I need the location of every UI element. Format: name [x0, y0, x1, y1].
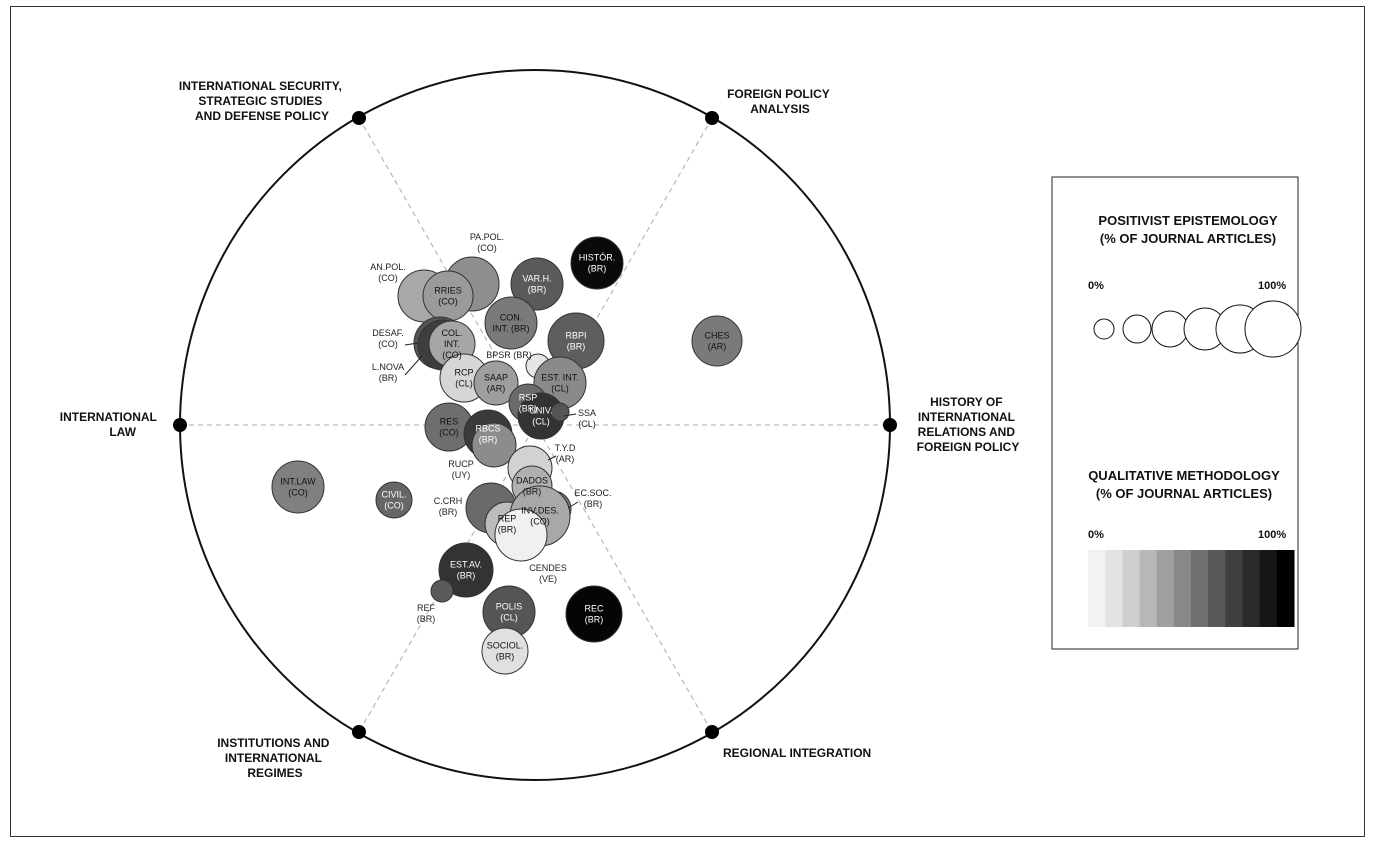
legend-color-max: 100% — [1258, 529, 1286, 541]
journal-label-bpsr: BPSR (BR) — [486, 350, 532, 360]
axis-dot-security — [352, 111, 366, 125]
journal-label-conint: CON. INT. (BR) — [493, 313, 530, 334]
axis-dot-intlaw — [173, 418, 187, 432]
journal-label-ches: CHES (AR) — [704, 331, 729, 352]
legend-color-swatch — [1156, 550, 1175, 627]
journal-label-rep: REP (BR) — [498, 514, 517, 535]
journal-bubble-cendes — [494, 508, 548, 562]
legend-size-max: 100% — [1258, 280, 1286, 292]
journal-bubbles — [271, 236, 743, 675]
leader-line-ecsoc — [567, 501, 579, 509]
journal-label-invdes: INV.DES. (CO) — [521, 506, 559, 527]
journal-label-anpol: AN.POL. (CO) — [370, 262, 406, 283]
journal-label-civil: CIVIL. (CO) — [381, 490, 406, 511]
journal-bubble-histor — [570, 236, 624, 290]
journal-label-papol: PA.POL. (CO) — [470, 232, 504, 253]
legend-color-swatch — [1173, 550, 1192, 627]
journal-label-tyd: T.Y.D (AR) — [555, 443, 576, 464]
journal-label-ref: REF (BR) — [417, 603, 436, 624]
axis-dot-history — [883, 418, 897, 432]
journal-label-rsp: RSP (BR) — [519, 393, 538, 414]
axis-dots — [173, 111, 897, 739]
journal-label-saap: SAAP (AR) — [484, 373, 508, 394]
journal-label-ssa: SSA (CL) — [578, 408, 596, 429]
legend-color-swatch — [1105, 550, 1123, 627]
axis-dot-regional — [705, 725, 719, 739]
journal-label-ccrh: C.CRH (BR) — [434, 496, 463, 517]
legend-size-circle — [1244, 300, 1302, 358]
journal-label-estint: EST. INT. (CL) — [541, 373, 579, 394]
leader-line-lnova — [404, 355, 423, 376]
legend-color-title-2: (% OF JOURNAL ARTICLES) — [1096, 486, 1272, 501]
axis-label-intlaw: INTERNATIONAL LAW — [60, 410, 160, 439]
legend-color-swatch — [1191, 550, 1209, 627]
journal-label-estav: EST.AV. (BR) — [450, 560, 482, 581]
journal-label-intlaw: INT.LAW (CO) — [280, 477, 316, 498]
journal-label-histor: HISTÓR. (BR) — [579, 253, 616, 274]
journal-label-varh: VAR.H. (BR) — [522, 274, 551, 295]
journal-label-rcp: RCP (CL) — [454, 368, 473, 389]
axis-label-regional: REGIONAL INTEGRATION — [723, 746, 871, 760]
journal-label-ecsoc: EC.SOC. (BR) — [574, 488, 611, 509]
legend-color-swatch — [1139, 550, 1158, 627]
journal-bubble-conint — [484, 296, 538, 350]
legend-size-circle — [1151, 310, 1189, 348]
legend-color-title-1: QUALITATIVE METHODOLOGY — [1088, 468, 1280, 483]
journal-bubble-sociol — [481, 627, 529, 675]
leader-line-desaf — [404, 342, 419, 346]
legend-color-swatch — [1242, 550, 1261, 627]
legend-color-swatch — [1122, 550, 1140, 627]
legend: POSITIVIST EPISTEMOLOGY (% OF JOURNAL AR… — [1051, 176, 1302, 650]
legend-color-swatch — [1208, 550, 1226, 627]
journal-bubble-rec — [565, 585, 623, 643]
legend-size-title-1: POSITIVIST EPISTEMOLOGY — [1098, 213, 1277, 228]
journal-label-dados: DADOS (BR) — [516, 476, 548, 497]
journal-label-lnova: L.NOVA (BR) — [372, 362, 404, 383]
legend-color-swatch — [1225, 550, 1243, 627]
label-leader-lines — [404, 342, 579, 509]
journal-label-desaf: DESAF. (CO) — [372, 328, 404, 349]
journal-label-rbcs: RBCS (BR) — [475, 424, 500, 445]
journal-labels: AN.POL. (CO) PA.POL. (CO) RRIES (CO) VAR.H. (BR… — [280, 232, 729, 662]
journal-label-rucp: RUCP (UY) — [448, 459, 474, 480]
legend-size-circle — [1122, 314, 1152, 344]
journal-label-rries: RRIES (CO) — [434, 286, 462, 307]
legend-color-swatch — [1088, 550, 1106, 627]
legend-size-min: 0% — [1088, 280, 1104, 292]
journal-label-res: RES (CO) — [439, 417, 459, 438]
leader-line-ssa — [563, 413, 577, 417]
journal-bubble-saap — [473, 360, 519, 406]
journal-bubble-rucp — [471, 422, 517, 468]
legend-color-min: 0% — [1088, 529, 1104, 541]
journal-bubble-ssa — [550, 402, 570, 422]
legend-color-scale — [1088, 550, 1295, 627]
journal-label-polis: POLIS (CL) — [496, 602, 523, 623]
legend-color-swatch — [1276, 550, 1295, 627]
leader-line-tyd — [547, 455, 557, 461]
axis-label-institutions: INSTITUTIONS AND INTERNATIONAL REGIMES — [217, 736, 333, 780]
journal-label-sociol: SOCIOL. (BR) — [487, 641, 524, 662]
journal-label-univ: UNIV. (CL) — [529, 406, 552, 427]
legend-size-title-2: (% OF JOURNAL ARTICLES) — [1100, 231, 1276, 246]
journal-bubble-estav — [438, 542, 494, 598]
journal-label-rec: REC (BR) — [584, 604, 604, 625]
journal-label-colint: COL. INT. (CO) — [441, 328, 462, 360]
axis-dot-institutions — [352, 725, 366, 739]
journal-bubble-ref — [430, 579, 454, 603]
axis-label-fpa: FOREIGN POLICY ANALYSIS — [727, 87, 833, 116]
figure-frame — [10, 6, 1365, 837]
axis-dot-fpa — [705, 111, 719, 125]
journal-label-rbpi: RBPI (BR) — [565, 331, 586, 352]
journal-bubble-civil — [375, 481, 413, 519]
axis-label-security: INTERNATIONAL SECURITY, STRATEGIC STUDIE… — [179, 79, 345, 123]
journal-bubble-varh — [510, 257, 564, 311]
axis-label-history: HISTORY OF INTERNATIONAL RELATIONS AND F… — [917, 395, 1020, 454]
legend-color-swatch — [1259, 550, 1278, 627]
legend-size-circles — [1093, 300, 1302, 358]
journal-bubble-ches — [691, 315, 743, 367]
journal-label-cendes: CENDES (VE) — [529, 563, 567, 584]
legend-size-circle — [1093, 318, 1115, 340]
journal-bubble-intlaw — [271, 460, 325, 514]
